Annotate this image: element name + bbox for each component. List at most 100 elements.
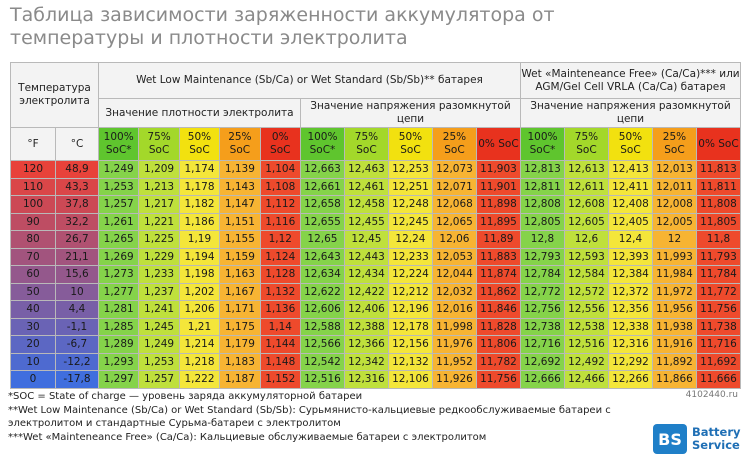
footnote: ***Wet «Mainteneance Free» (Ca/Ca): Каль… xyxy=(8,431,487,443)
value-cell: 1,249 xyxy=(97,160,140,179)
title: Таблица зависимости заряженности аккумул… xyxy=(10,4,555,49)
value-cell: 1,217 xyxy=(138,195,180,214)
value-cell: 1,209 xyxy=(138,160,180,179)
value-cell: 12,463 xyxy=(343,160,389,179)
value-cell: 1,187 xyxy=(219,370,261,389)
value-cell: 1,174 xyxy=(178,160,221,179)
value-cell: 12,622 xyxy=(299,282,345,301)
value-cell: 1,128 xyxy=(259,265,301,284)
value-cell: 1,198 xyxy=(178,265,221,284)
table-row: 0 -17,8 1,297 1,257 1,222 1,187 1,152 12,516 12,… xyxy=(10,370,742,389)
value-cell: 11,784 xyxy=(695,265,742,284)
value-cell: 1,245 xyxy=(138,317,180,336)
soc-header: 25% SoC xyxy=(219,127,261,161)
temp-cell: 0 xyxy=(10,370,56,389)
value-cell: 12,245 xyxy=(387,212,433,231)
value-cell: 1,225 xyxy=(138,230,180,249)
table-row: 10 -12,2 1,293 1,253 1,218 1,183 1,148 12,542 12… xyxy=(10,352,742,371)
soc-header: 100% SoC* xyxy=(519,127,565,161)
value-cell: 12,06 xyxy=(431,230,477,249)
value-cell: 1,159 xyxy=(219,247,261,266)
value-cell: 12,45 xyxy=(343,230,389,249)
value-cell: 11,716 xyxy=(695,335,742,354)
value-cell: 1,12 xyxy=(259,230,301,249)
table-row: 40 4,4 1,281 1,241 1,206 1,171 1,136 12,606 12,4… xyxy=(10,300,742,319)
value-cell: 1,257 xyxy=(138,370,180,389)
value-cell: 1,277 xyxy=(97,282,140,301)
value-cell: 12,212 xyxy=(387,282,433,301)
value-cell: 12,658 xyxy=(299,195,345,214)
value-cell: 12,634 xyxy=(299,265,345,284)
value-cell: 12,605 xyxy=(563,212,609,231)
value-cell: 12,611 xyxy=(563,177,609,196)
value-cell: 12,011 xyxy=(651,177,697,196)
value-cell: 1,155 xyxy=(219,230,261,249)
temp-cell: 10 xyxy=(10,352,56,371)
value-cell: 12,613 xyxy=(563,160,609,179)
temp-cell: 70 xyxy=(10,247,56,266)
value-cell: 12,793 xyxy=(519,247,565,266)
value-cell: 1,222 xyxy=(178,370,221,389)
value-cell: 1,202 xyxy=(178,282,221,301)
temp-cell: 43,3 xyxy=(55,177,99,196)
soc-header: 25% SoC xyxy=(431,127,477,161)
soc-header: 75% SoC xyxy=(138,127,180,161)
temp-cell: 30 xyxy=(10,317,56,336)
value-cell: 12,516 xyxy=(563,335,609,354)
value-cell: 12,388 xyxy=(343,317,389,336)
table-row: 30 -1,1 1,285 1,245 1,21 1,175 1,14 12,588 12,38… xyxy=(10,317,742,336)
value-cell: 11,898 xyxy=(475,195,521,214)
value-cell: 1,179 xyxy=(219,335,261,354)
table: Температура электролита Wet Low Maintena… xyxy=(10,62,742,389)
value-cell: 12,005 xyxy=(651,212,697,231)
temp-cell: -1,1 xyxy=(55,317,99,336)
value-cell: 12,422 xyxy=(343,282,389,301)
value-cell: 11,811 xyxy=(695,177,742,196)
footnote: **Wet Low Maintenance (Sb/Ca) or Wet Sta… xyxy=(8,404,611,430)
value-cell: 1,214 xyxy=(178,335,221,354)
value-cell: 1,281 xyxy=(97,300,140,319)
value-cell: 1,124 xyxy=(259,247,301,266)
value-cell: 12,406 xyxy=(343,300,389,319)
soc-header: 75% SoC xyxy=(343,127,389,161)
value-cell: 1,253 xyxy=(97,177,140,196)
value-cell: 12,6 xyxy=(563,230,609,249)
value-cell: 12,342 xyxy=(343,352,389,371)
value-cell: 12,588 xyxy=(299,317,345,336)
value-cell: 12,266 xyxy=(607,370,653,389)
value-cell: 12,593 xyxy=(563,247,609,266)
value-cell: 12,556 xyxy=(563,300,609,319)
value-cell: 11,808 xyxy=(695,195,742,214)
logo: BS Battery Service xyxy=(653,424,744,454)
value-cell: 1,163 xyxy=(219,265,261,284)
value-cell: 12,572 xyxy=(563,282,609,301)
value-cell: 12,253 xyxy=(387,160,433,179)
value-cell: 12,413 xyxy=(607,160,653,179)
value-cell: 1,249 xyxy=(138,335,180,354)
temp-cell: 48,9 xyxy=(55,160,99,179)
value-cell: 12,716 xyxy=(519,335,565,354)
value-cell: 12,805 xyxy=(519,212,565,231)
logo-mark: BS xyxy=(653,424,687,454)
temp-cell: 90 xyxy=(10,212,56,231)
table-body: Температура электролита Wet Low Maintena… xyxy=(10,62,742,389)
value-cell: 1,253 xyxy=(138,352,180,371)
value-cell: 11,892 xyxy=(651,352,697,371)
value-cell: 1,186 xyxy=(178,212,221,231)
value-cell: 12,384 xyxy=(607,265,653,284)
value-cell: 12,071 xyxy=(431,177,477,196)
table-row: 60 15,6 1,273 1,233 1,198 1,163 1,128 12,634 12,… xyxy=(10,265,742,284)
value-cell: 1,112 xyxy=(259,195,301,214)
temp-cell: 110 xyxy=(10,177,56,196)
value-cell: 12,4 xyxy=(607,230,653,249)
soc-header: 0% SoC xyxy=(475,127,521,161)
value-cell: 12,032 xyxy=(431,282,477,301)
value-cell: 11,976 xyxy=(431,335,477,354)
value-cell: 12,455 xyxy=(343,212,389,231)
value-cell: 12,408 xyxy=(607,195,653,214)
soc-header: 50% SoC xyxy=(607,127,653,161)
value-cell: 1,144 xyxy=(259,335,301,354)
value-cell: 11,692 xyxy=(695,352,742,371)
unit-header: °F xyxy=(10,127,56,161)
